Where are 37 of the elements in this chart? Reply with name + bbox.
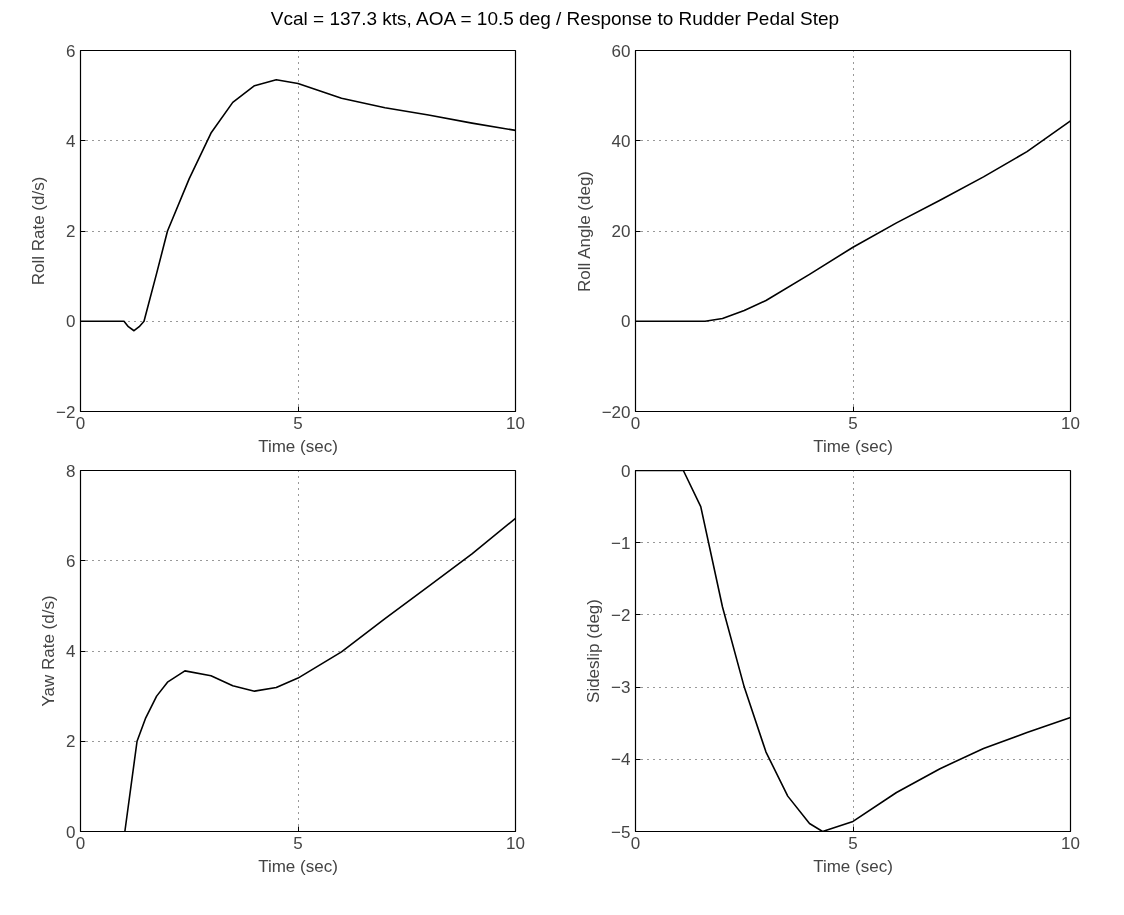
x-tick-label: 5 bbox=[293, 413, 303, 433]
x-tick-label: 5 bbox=[848, 413, 858, 433]
x-axis-title: Time (sec) bbox=[258, 436, 338, 456]
y-tick-label: 20 bbox=[611, 222, 631, 241]
x-tick-label: 10 bbox=[506, 413, 525, 433]
y-axis-title: Sideslip (deg) bbox=[584, 599, 604, 703]
x-tick-label: 10 bbox=[506, 833, 525, 853]
y-tick-label: 60 bbox=[611, 41, 631, 61]
y-axis-title: Roll Rate (d/s) bbox=[29, 176, 49, 286]
y-tick-label: 6 bbox=[66, 551, 76, 571]
x-tick-label: 5 bbox=[848, 833, 858, 853]
y-tick-label: 0 bbox=[621, 312, 631, 332]
x-axis-title: Time (sec) bbox=[813, 436, 893, 456]
y-tick-label: 0 bbox=[621, 461, 631, 481]
y-tick-label: −2 bbox=[611, 605, 631, 625]
y-tick-label: 6 bbox=[66, 41, 76, 61]
y-tick-label: 4 bbox=[66, 131, 76, 151]
y-tick-label: 0 bbox=[66, 312, 76, 332]
y-tick-label: −1 bbox=[611, 533, 631, 553]
y-tick-label: −20 bbox=[601, 402, 631, 422]
y-tick-label: 8 bbox=[66, 461, 76, 481]
y-tick-label: 40 bbox=[611, 131, 631, 151]
x-axis-title: Time (sec) bbox=[813, 856, 893, 876]
y-tick-label: −3 bbox=[611, 678, 631, 698]
x-tick-label: 10 bbox=[1061, 833, 1080, 853]
text: Vcal = 137.3 kts, AOA = 10.5 deg / Response to Rudder Pedal Step bbox=[270, 7, 840, 31]
x-tick-label: 5 bbox=[293, 833, 303, 853]
y-tick-label: −5 bbox=[611, 822, 631, 842]
y-tick-label: 2 bbox=[66, 732, 76, 752]
y-axis-title: Yaw Rate (d/s) bbox=[39, 595, 59, 707]
y-tick-label: 2 bbox=[66, 222, 76, 241]
y-tick-label: −4 bbox=[611, 750, 631, 770]
x-axis-title: Time (sec) bbox=[258, 856, 338, 876]
y-tick-label: −2 bbox=[56, 402, 76, 422]
y-tick-label: 4 bbox=[66, 642, 76, 661]
x-tick-label: 10 bbox=[1061, 413, 1080, 433]
y-axis-title: Roll Angle (deg) bbox=[574, 170, 594, 292]
